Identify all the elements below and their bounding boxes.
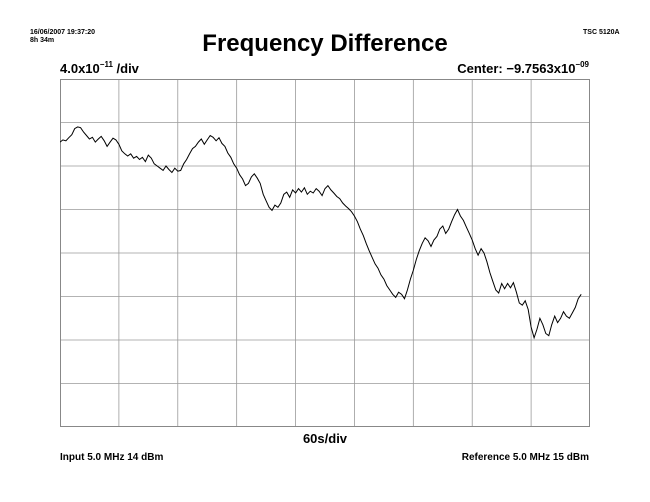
grid [60,79,590,427]
y-scale-unit: /div [112,61,139,76]
center-label: Center: −9.7563x10−09 [457,60,589,77]
input-info: Input 5.0 MHz 14 dBm [60,452,164,463]
center-prefix: Center: [457,61,507,76]
center-mantissa: −9.7563x10 [506,61,576,76]
y-scale-label: 4.0x10−11 /div [60,60,139,77]
plot-frame [60,79,590,427]
frequency-trace [60,126,582,340]
timestamp: 16/06/2007 19:37:20 [30,29,95,36]
instrument-model: TSC 5120A [583,29,620,36]
reference-info: Reference 5.0 MHz 15 dBm [461,452,589,463]
center-exponent: −09 [575,60,589,69]
y-scale-exponent: −11 [99,60,113,69]
elapsed-time: 8h 34m [30,37,55,44]
plot-area [60,79,590,427]
x-scale-label: 60s/div [302,431,348,446]
y-scale-mantissa: 4.0x10 [60,61,100,76]
chart-title: Frequency Difference [202,30,448,57]
